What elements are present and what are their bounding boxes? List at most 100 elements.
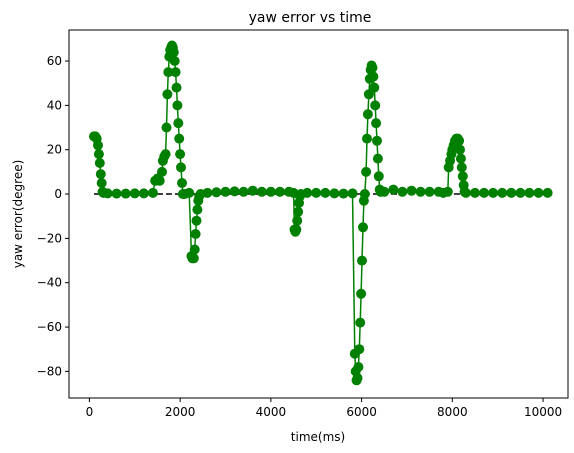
data-point [147, 187, 158, 198]
data-point [93, 149, 104, 160]
data-point [256, 186, 267, 197]
y-axis: −80 −60 −40 −20 0 20 40 60 [37, 54, 69, 378]
data-point [311, 187, 322, 198]
data-point [220, 186, 231, 197]
x-tick-label: 0 [86, 405, 94, 419]
data-point [357, 255, 367, 266]
data-point [369, 82, 380, 93]
y-tick-label: 0 [54, 187, 62, 201]
y-tick-label: −40 [37, 276, 62, 290]
data-point [238, 186, 249, 197]
data-point [354, 344, 365, 355]
data-point [397, 186, 408, 197]
data-point [173, 118, 184, 129]
data-point [379, 186, 390, 197]
data-point [488, 187, 499, 198]
data-point [229, 186, 240, 197]
data-point [177, 178, 187, 188]
data-point [524, 187, 535, 198]
y-tick-label: 20 [47, 143, 62, 157]
data-point [388, 184, 399, 195]
plot-area [89, 40, 553, 386]
data-point [372, 135, 382, 146]
data-point [138, 188, 149, 199]
data-point [291, 224, 302, 235]
x-tick-label: 8000 [437, 405, 468, 419]
data-point [347, 188, 358, 199]
data-point [470, 187, 480, 198]
data-point [415, 186, 426, 197]
data-point [442, 186, 453, 197]
data-point [292, 215, 303, 226]
data-point [174, 133, 185, 144]
data-point [102, 188, 113, 199]
x-tick-label: 4000 [256, 405, 287, 419]
data-point [176, 162, 186, 173]
chart-title: yaw error vs time [249, 10, 372, 26]
data-point [372, 153, 383, 164]
data-point [184, 187, 195, 198]
data-point [497, 187, 508, 198]
data-point [170, 67, 181, 78]
data-point [169, 56, 180, 66]
x-axis-label: time(ms) [291, 430, 345, 444]
data-point [533, 187, 544, 198]
data-point [265, 186, 276, 197]
data-point [506, 187, 517, 198]
plot-frame [68, 29, 569, 399]
series-line [94, 43, 548, 381]
data-point [293, 206, 304, 217]
data-point [356, 288, 367, 299]
data-point [355, 317, 366, 328]
data-point [161, 122, 172, 133]
data-point [168, 47, 179, 58]
data-point [362, 133, 372, 144]
data-point [362, 109, 373, 120]
data-point [189, 244, 200, 255]
data-point [188, 253, 199, 264]
data-point [359, 189, 370, 199]
data-point [192, 204, 203, 215]
data-point [93, 140, 103, 151]
data-point [320, 187, 331, 198]
data-point [202, 187, 213, 198]
y-axis-label: yaw error(degree) [11, 160, 25, 269]
data-point [160, 149, 171, 160]
data-point [406, 185, 417, 196]
data-point [479, 187, 490, 198]
data-point [456, 162, 467, 173]
data-point [96, 178, 107, 188]
data-point [157, 166, 167, 177]
data-point [329, 188, 340, 199]
data-point [191, 215, 202, 226]
data-point [454, 135, 465, 146]
data-point [371, 118, 382, 129]
data-point [460, 187, 471, 198]
x-tick-label: 10000 [524, 405, 562, 419]
data-point [190, 229, 201, 239]
data-point [424, 186, 435, 197]
data-point [363, 89, 374, 100]
data-point [211, 187, 222, 198]
data-point [95, 169, 106, 180]
y-tick-label: −60 [37, 320, 62, 334]
data-point [370, 100, 381, 111]
data-point [338, 188, 349, 199]
data-point [358, 222, 368, 233]
data-point [457, 171, 468, 182]
data-point [302, 187, 313, 198]
x-tick-label: 2000 [165, 405, 196, 419]
data-point [163, 67, 174, 78]
data-point [172, 100, 183, 111]
x-tick-label: 6000 [346, 405, 377, 419]
data-point [154, 175, 165, 186]
data-point [367, 62, 378, 73]
data-point [274, 186, 285, 197]
data-point [373, 171, 384, 182]
y-tick-label: 60 [47, 54, 62, 68]
data-point [368, 71, 379, 82]
data-point [171, 82, 182, 93]
data-point [120, 188, 131, 199]
data-point [175, 149, 186, 160]
